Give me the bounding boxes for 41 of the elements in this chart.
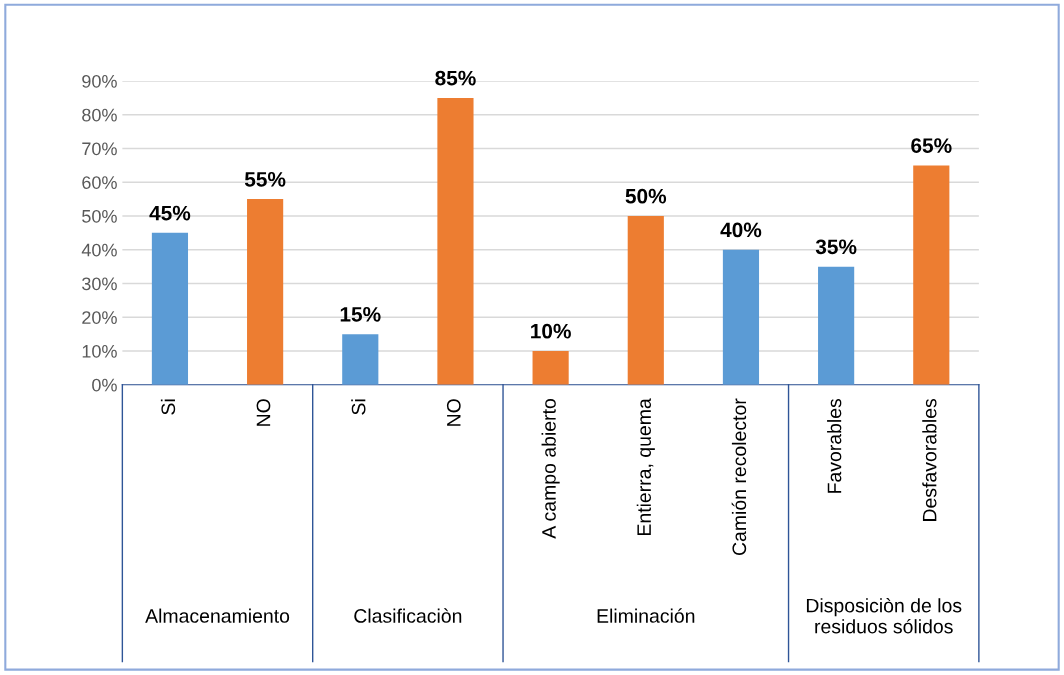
bar — [342, 334, 379, 385]
y-tick-label: 20% — [82, 311, 117, 324]
data-label: 10% — [531, 323, 571, 339]
bar — [437, 97, 474, 385]
x-tick-label: Favorables — [827, 398, 842, 493]
text: Clasificaciòn — [354, 608, 462, 623]
x-tick-label: Si — [160, 399, 176, 415]
data-label: 35% — [815, 239, 857, 255]
y-tick-label: 80% — [82, 108, 117, 122]
x-tick-label: Si — [351, 399, 366, 415]
y-tick-label: 0% — [92, 378, 117, 392]
bar — [818, 266, 855, 385]
bar — [722, 249, 760, 385]
data-label: 45% — [149, 205, 191, 221]
data-label: 85% — [435, 70, 476, 86]
y-tick-label: 30% — [82, 277, 117, 291]
y-tick-label: 60% — [82, 176, 117, 189]
text: Almacenamiento — [145, 608, 290, 623]
bar — [532, 351, 569, 385]
y-tick-label: 40% — [81, 243, 117, 257]
text: Eliminación — [597, 608, 695, 623]
bar — [247, 199, 284, 385]
y-tick-label: 70% — [82, 142, 117, 156]
x-tick-label: Desfavorables — [922, 398, 937, 521]
data-label: 55% — [244, 171, 286, 187]
text: Disposiciòn de los residuos sólidos — [806, 597, 962, 634]
bar — [913, 165, 950, 385]
data-label: 15% — [340, 306, 381, 322]
x-tick-label: NO — [446, 399, 461, 426]
x-tick-label: Camión recolector — [731, 398, 747, 556]
x-tick-label: Entierra, quema — [636, 398, 655, 535]
y-tick-label: 10% — [82, 344, 117, 358]
y-tick-label: 50% — [82, 209, 117, 223]
bar — [627, 216, 664, 385]
x-tick-label: A campo abierto — [541, 399, 560, 539]
data-label: 40% — [720, 222, 762, 238]
x-tick-label: NO — [256, 399, 271, 426]
y-tick-label: 90% — [82, 74, 117, 88]
bar — [151, 232, 189, 385]
data-label: 50% — [625, 188, 667, 204]
data-label: 65% — [911, 138, 952, 153]
